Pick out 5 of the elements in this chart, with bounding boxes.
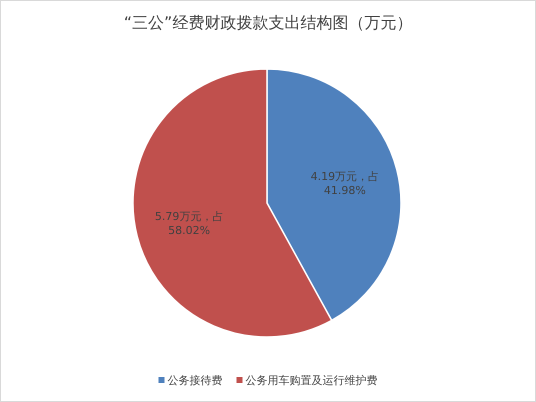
chart-title: “三公”经费财政拨款支出结构图（万元） [124,13,412,32]
legend-label: 公务用车购置及运行维护费 [246,374,378,387]
legend-label: 公务接待费 [168,374,222,387]
data-label: 4.19万元，占 41.98% [310,170,380,197]
data-label: 5.79万元，占 58.02% [154,210,224,238]
